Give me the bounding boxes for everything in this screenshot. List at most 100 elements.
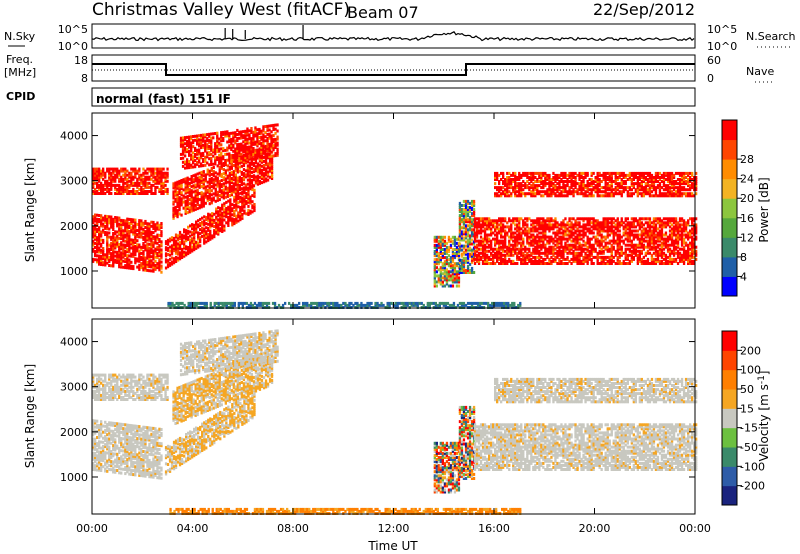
echo-cell <box>506 184 509 188</box>
echo-cell <box>200 179 203 182</box>
echo-cell <box>636 235 639 239</box>
echo-cell <box>594 235 597 239</box>
echo-cell <box>451 284 455 288</box>
echo-cell <box>124 173 127 177</box>
echo-cell <box>252 136 255 140</box>
echo-cell <box>249 201 252 205</box>
echo-cell <box>152 249 155 253</box>
echo-cell <box>160 240 163 244</box>
echo-cell <box>451 260 455 264</box>
echo-cell <box>602 221 605 225</box>
echo-cell <box>202 196 205 200</box>
echo-cell <box>204 189 207 193</box>
echo-cell <box>179 157 183 160</box>
echo-cell <box>224 152 227 156</box>
echo-cell <box>138 255 141 259</box>
echo-cell <box>118 218 121 222</box>
echo-cell <box>223 208 226 212</box>
echo-cell <box>156 179 159 183</box>
echo-cell <box>644 262 647 265</box>
echo-cell <box>590 259 593 263</box>
echo-cell <box>190 181 193 185</box>
echo-cell <box>479 229 483 233</box>
echo-cell <box>658 259 662 263</box>
echo-cell <box>689 217 692 221</box>
echo-cell <box>668 221 672 225</box>
echo-cell <box>492 255 495 259</box>
echo-cell <box>270 172 274 176</box>
echo-cell <box>518 229 521 233</box>
echo-cell <box>687 237 690 241</box>
echo-cell <box>180 235 184 239</box>
echo-cell <box>223 226 226 230</box>
echo-cell <box>502 241 505 245</box>
echo-cell <box>158 258 161 262</box>
echo-cell <box>433 266 436 270</box>
echo-cell <box>204 141 207 145</box>
echo-cell <box>666 223 670 227</box>
echo-cell <box>542 259 545 263</box>
echo-cell <box>190 163 193 167</box>
echo-cell <box>138 219 141 223</box>
echo-cell <box>646 257 650 261</box>
echo-cell <box>206 170 209 174</box>
echo-cell <box>178 230 182 234</box>
echo-cell <box>570 251 573 255</box>
echo-cell <box>488 239 491 243</box>
echo-cell <box>154 187 157 191</box>
echo-cell <box>554 217 557 221</box>
echo-cell <box>114 177 117 181</box>
echo-cell <box>216 158 219 162</box>
echo-cell <box>152 227 155 230</box>
echo-cell <box>204 175 207 179</box>
echo-cell <box>435 237 438 241</box>
echo-cell <box>234 175 237 179</box>
echo-cell <box>468 246 472 250</box>
echo-cell <box>116 259 119 262</box>
echo-cell <box>460 236 464 240</box>
echo-cell <box>250 141 253 145</box>
echo-cell <box>248 185 252 189</box>
echo-cell <box>458 248 462 252</box>
echo-cell <box>212 162 215 166</box>
echo-cell <box>616 257 619 261</box>
echo-cell <box>626 253 629 257</box>
echo-cell <box>604 255 607 259</box>
echo-cell <box>217 212 220 216</box>
echo-cell <box>198 181 201 185</box>
echo-cell <box>241 214 244 218</box>
echo-cell <box>214 183 217 187</box>
echo-cell <box>514 251 517 255</box>
echo-cell <box>116 173 119 177</box>
echo-cell <box>544 219 547 223</box>
echo-cell <box>676 235 680 239</box>
echo-cell <box>210 163 213 166</box>
echo-cell <box>460 204 464 207</box>
echo-cell <box>610 229 613 233</box>
echo-cell <box>682 249 686 253</box>
echo-cell <box>170 260 174 264</box>
echo-cell <box>578 251 581 255</box>
echo-cell <box>594 223 597 227</box>
echo-cell <box>266 155 269 159</box>
echo-cell <box>250 170 254 174</box>
echo-cell <box>596 259 599 263</box>
echo-cell <box>640 239 643 243</box>
echo-cell <box>514 249 517 253</box>
echo-cell <box>437 254 440 258</box>
echo-cell <box>146 260 149 264</box>
echo-cell <box>262 149 265 153</box>
echo-cell <box>193 234 196 237</box>
echo-cell <box>654 247 658 251</box>
echo-cell <box>584 231 587 235</box>
echo-cell <box>112 262 115 266</box>
echo-cell <box>582 239 585 243</box>
echo-cell <box>124 233 127 237</box>
echo-cell <box>164 242 168 246</box>
echo-cell <box>233 199 236 203</box>
echo-cell <box>100 263 103 266</box>
echo-cell <box>227 209 230 213</box>
echo-cell <box>98 179 101 183</box>
echo-cell <box>578 231 581 235</box>
